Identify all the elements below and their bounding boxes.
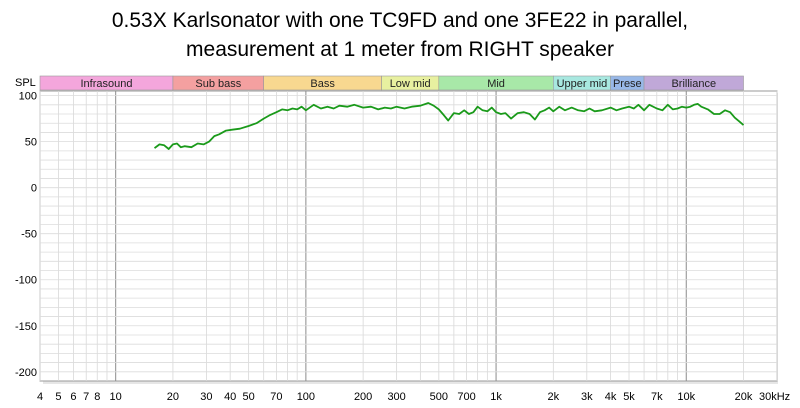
x-tick-18: 3k [581, 391, 593, 403]
x-tick-17: 2k [548, 391, 560, 403]
band-label-4: Mid [487, 78, 505, 90]
band-label-3: Low mid [390, 78, 431, 90]
x-tick-labels: 4 5 6 7 8 10 20 30 40 50 70 100 200 300 500 700 1k 2k 3k 4k… [37, 391, 753, 403]
x-tick-4: 8 [94, 391, 100, 403]
grid-lines [39, 91, 778, 381]
x-tick-9: 50 [242, 391, 254, 403]
x-tick-14: 500 [430, 391, 448, 403]
y-tick-1: 50 [25, 137, 37, 149]
x-tick-3: 7 [83, 391, 89, 403]
x-tick-10: 70 [270, 391, 282, 403]
y-tick-2: 0 [31, 183, 37, 195]
y-tick-5: -150 [15, 321, 37, 333]
chart-title-line-1: 0.53X Karlsonator with one TC9FD and one… [111, 9, 689, 32]
frequency-bands: Infrasound Sub bass Bass Low mid Mid Upper mi… [39, 75, 744, 91]
series-lines [153, 102, 745, 150]
band-7 [643, 75, 744, 91]
chart-title: 0.53X Karlsonator with one TC9FD and one… [0, 6, 800, 64]
x-tick-21: 7k [651, 391, 663, 403]
x-tick-13: 300 [387, 391, 405, 403]
x-axis-unit-label: 30kHz [759, 391, 790, 403]
band-label-2: Bass [310, 78, 335, 90]
x-tick-23: 20k [735, 391, 753, 403]
x-tick-12: 200 [354, 391, 372, 403]
y-axis-label: SPL [15, 77, 36, 89]
plot-background [39, 90, 778, 382]
x-tick-2: 6 [70, 391, 76, 403]
x-tick-15: 700 [457, 391, 475, 403]
x-tick-7: 30 [200, 391, 212, 403]
chart-title-line-2: measurement at 1 meter from RIGHT speake… [186, 38, 614, 61]
x-tick-19: 4k [605, 391, 617, 403]
y-tick-4: -100 [15, 275, 37, 287]
x-tick-11: 100 [297, 391, 315, 403]
y-tick-3: -50 [21, 229, 37, 241]
y-tick-0: 100 [19, 91, 37, 103]
band-label-1: Sub bass [195, 78, 241, 90]
x-tick-5: 10 [110, 391, 122, 403]
x-tick-8: 40 [224, 391, 236, 403]
x-tick-16: 1k [490, 391, 502, 403]
x-tick-6: 20 [167, 391, 179, 403]
series-line-0 [153, 102, 745, 150]
x-tick-22: 10k [677, 391, 695, 403]
band-label-0: Infrasound [80, 78, 132, 90]
x-tick-20: 5k [623, 391, 635, 403]
band-label-6: Prese [613, 78, 642, 90]
y-tick-6: -200 [15, 367, 37, 379]
x-tick-1: 5 [55, 391, 61, 403]
x-tick-0: 4 [37, 391, 43, 403]
band-label-7: Brilliance [671, 78, 716, 90]
y-tick-labels: 100 50 0 -50 -100 -150 -200 [15, 91, 37, 379]
band-label-5: Upper mid [557, 78, 608, 90]
